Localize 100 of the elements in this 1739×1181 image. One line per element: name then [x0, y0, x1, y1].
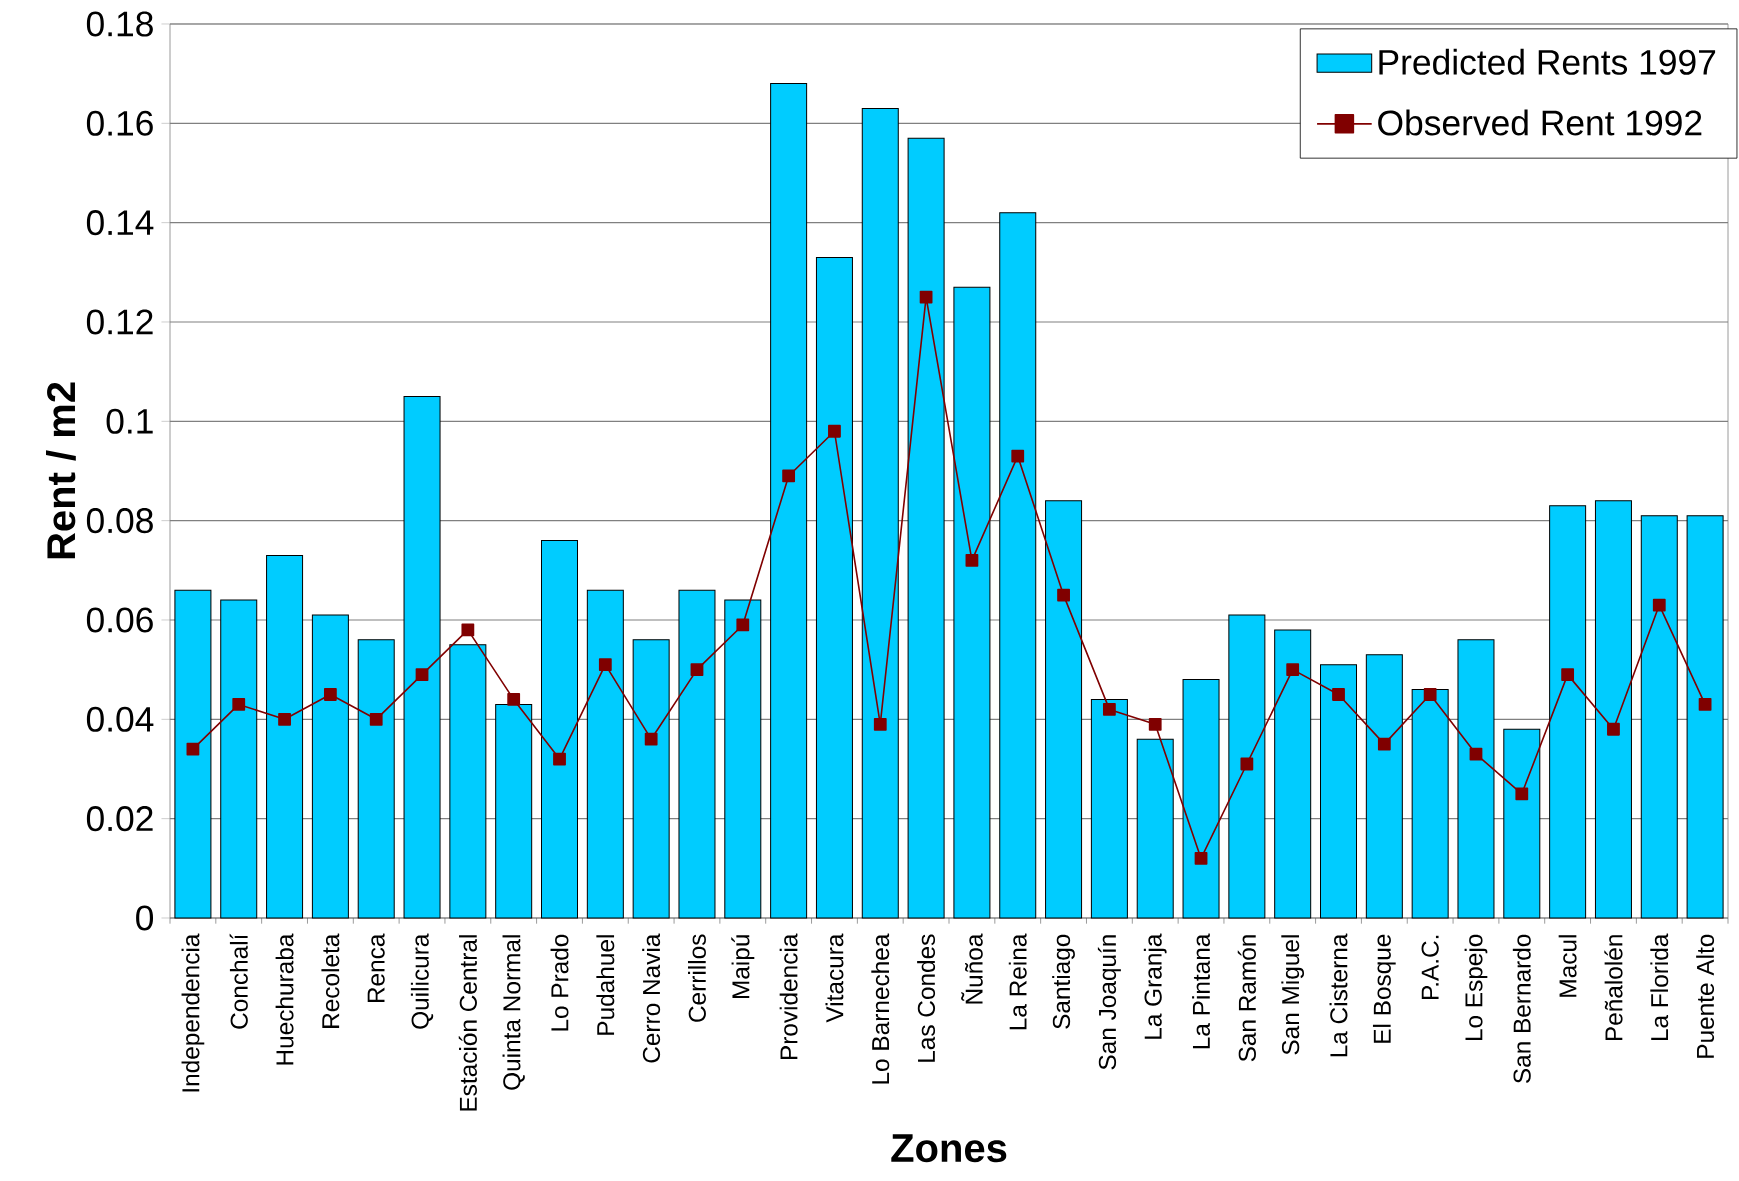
point — [1011, 449, 1025, 463]
point — [1515, 787, 1529, 801]
bar — [1411, 689, 1449, 919]
bar — [861, 107, 899, 919]
bar — [632, 639, 670, 919]
bar — [907, 137, 945, 919]
y-tick-label: 0.1 — [106, 408, 153, 434]
x-tick-label: La Reina — [1008, 933, 1027, 1030]
bar — [403, 395, 441, 919]
x-tick-label: Renca — [367, 933, 385, 1003]
point — [873, 717, 887, 731]
point — [782, 469, 796, 483]
point — [690, 663, 704, 677]
point — [507, 693, 521, 706]
point — [553, 752, 566, 766]
y-tick-label: 0.04 — [86, 706, 154, 732]
bar — [1365, 654, 1403, 919]
x-tick-label: Macul — [1558, 935, 1577, 997]
x-tick-label: Peñalolén — [1604, 935, 1623, 1041]
x-tick-label: Lo Barnechea — [871, 933, 890, 1084]
x-tick-label: Ñuñoa — [961, 933, 983, 1004]
x-tick-label: Lo Espejo — [1464, 934, 1488, 1041]
x-tick-label: Providencia — [779, 933, 798, 1060]
x-tick-label: La Granja — [1143, 933, 1167, 1039]
point — [598, 658, 612, 672]
bar — [220, 599, 258, 919]
bar — [1457, 639, 1495, 919]
x-tick-label: San Bernardo — [1512, 934, 1531, 1084]
x-tick-label: San Joaquín — [1097, 935, 1121, 1070]
point — [415, 668, 429, 682]
x-tick-label: Maipú — [731, 935, 755, 999]
point — [1377, 737, 1391, 751]
bar — [174, 589, 212, 919]
point — [1561, 668, 1575, 682]
y-tick-label: 0.06 — [86, 607, 153, 633]
y-tick-label: 0.14 — [86, 210, 154, 236]
bar — [1045, 500, 1083, 919]
point — [1240, 757, 1254, 771]
x-tick-label: Huechuraba — [275, 933, 294, 1065]
point — [1102, 702, 1116, 716]
x-tick-label: Pudahuel — [596, 935, 615, 1035]
point — [278, 712, 291, 726]
bar — [495, 703, 533, 919]
point — [461, 623, 475, 637]
bar — [999, 212, 1037, 919]
bar — [266, 554, 304, 919]
bar — [1594, 500, 1632, 919]
point — [323, 688, 337, 701]
point — [369, 712, 383, 726]
x-tick-label: Vitacura — [825, 933, 844, 1023]
x-tick-label: La Cisterna — [1329, 933, 1348, 1057]
x-tick-label: Las Condes — [917, 934, 936, 1062]
bar — [953, 286, 991, 919]
x-tick-label: El Bosque — [1372, 934, 1396, 1043]
x-tick-label: San Ramón — [1237, 935, 1256, 1062]
bar — [724, 599, 762, 919]
point — [1194, 851, 1208, 865]
y-tick-label: 0.02 — [86, 806, 153, 832]
bar — [1503, 728, 1541, 919]
bar — [1686, 515, 1724, 919]
bar — [586, 589, 624, 919]
x-axis-title: Zones — [891, 1134, 1007, 1163]
y-tick-label: 0.12 — [86, 309, 153, 335]
bar — [541, 540, 578, 919]
point — [736, 618, 750, 632]
bar — [357, 639, 395, 919]
bar — [1090, 698, 1128, 919]
legend-label: Observed Rent 1992 — [1378, 109, 1702, 136]
point — [919, 290, 933, 304]
x-tick-label: Santiago — [1052, 934, 1075, 1029]
x-tick-label: Quilicura — [410, 933, 434, 1029]
x-tick-label: Independencia — [181, 933, 205, 1092]
x-tick-label: Puente Alto — [1696, 934, 1715, 1058]
x-tick-label: La Pintana — [1192, 933, 1211, 1049]
bar — [1182, 679, 1220, 919]
bar — [678, 589, 716, 919]
x-tick-label: P.A.C. — [1421, 935, 1439, 999]
point — [828, 424, 841, 438]
bar — [815, 256, 853, 919]
point — [965, 553, 979, 567]
point — [1148, 717, 1162, 731]
y-tick-label: 0.08 — [86, 508, 153, 534]
bar — [1228, 614, 1266, 919]
y-tick-label: 0 — [136, 905, 154, 931]
y-axis-title: Rent / m2 — [45, 382, 76, 559]
bar — [770, 83, 808, 919]
x-tick-label: Conchalí — [229, 933, 248, 1029]
bar — [1274, 629, 1312, 919]
y-tick-label: 0.18 — [86, 11, 153, 37]
x-tick-label: Cerro Navia — [642, 933, 661, 1063]
point — [1652, 598, 1666, 612]
x-tick-label: Estación Central — [458, 935, 477, 1111]
x-tick-label: San Miguel — [1281, 935, 1305, 1055]
x-tick-label: Recoleta — [321, 933, 340, 1028]
bar — [1136, 738, 1174, 919]
bar — [1320, 664, 1358, 919]
x-tick-label: Lo Prado — [550, 934, 569, 1031]
x-tick-label: La Florida — [1650, 933, 1669, 1041]
bar — [449, 644, 487, 919]
bar — [1549, 505, 1587, 919]
